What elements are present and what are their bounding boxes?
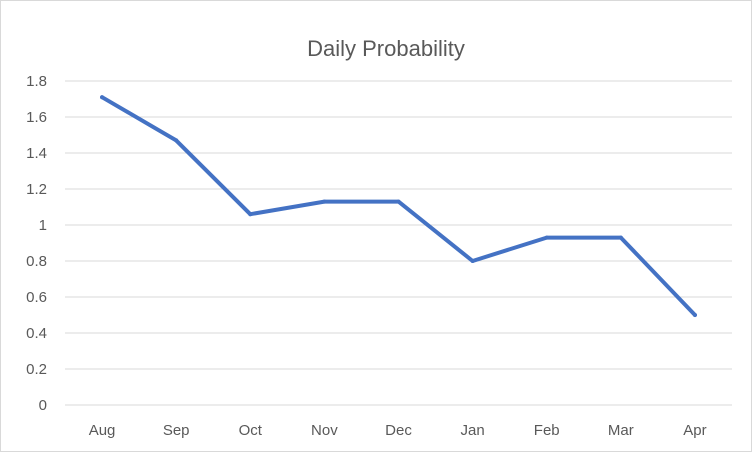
y-tick-label: 0.8 bbox=[26, 253, 47, 270]
data-point bbox=[174, 138, 179, 143]
x-tick-label: Nov bbox=[311, 422, 338, 439]
y-tick-label: 1.8 bbox=[26, 73, 47, 90]
y-tick-label: 0.2 bbox=[26, 361, 47, 378]
data-point bbox=[322, 199, 327, 204]
y-tick-label: 0 bbox=[39, 397, 47, 414]
y-axis-ticks: 0 0.2 0.4 0.6 0.8 1 1.2 1.4 1.6 1.8 bbox=[26, 73, 47, 414]
chart-title: Daily Probability bbox=[307, 36, 465, 61]
x-tick-label: Feb bbox=[534, 422, 560, 439]
y-tick-label: 1.6 bbox=[26, 109, 47, 126]
y-tick-label: 0.6 bbox=[26, 289, 47, 306]
data-point bbox=[396, 199, 401, 204]
gridlines bbox=[65, 80, 732, 406]
data-point bbox=[470, 259, 475, 263]
x-tick-label: Oct bbox=[239, 422, 263, 439]
data-point bbox=[618, 235, 623, 240]
x-tick-label: Sep bbox=[163, 422, 190, 439]
x-tick-label: Jan bbox=[461, 422, 485, 439]
x-axis-ticks: Aug Sep Oct Nov Dec Jan Feb Mar Apr bbox=[89, 422, 707, 439]
data-point bbox=[544, 235, 549, 240]
data-point bbox=[248, 212, 253, 217]
y-tick-label: 1.2 bbox=[26, 181, 47, 198]
x-tick-label: Mar bbox=[608, 422, 634, 439]
y-tick-label: 1.4 bbox=[26, 145, 47, 162]
y-tick-label: 0.4 bbox=[26, 325, 47, 342]
series-layer bbox=[100, 95, 697, 317]
x-tick-label: Dec bbox=[385, 422, 412, 439]
x-tick-label: Apr bbox=[683, 422, 706, 439]
data-point bbox=[692, 313, 697, 317]
y-tick-label: 1 bbox=[39, 217, 47, 234]
data-point bbox=[100, 95, 105, 100]
x-tick-label: Aug bbox=[89, 422, 116, 439]
series-line-0 bbox=[100, 95, 697, 317]
